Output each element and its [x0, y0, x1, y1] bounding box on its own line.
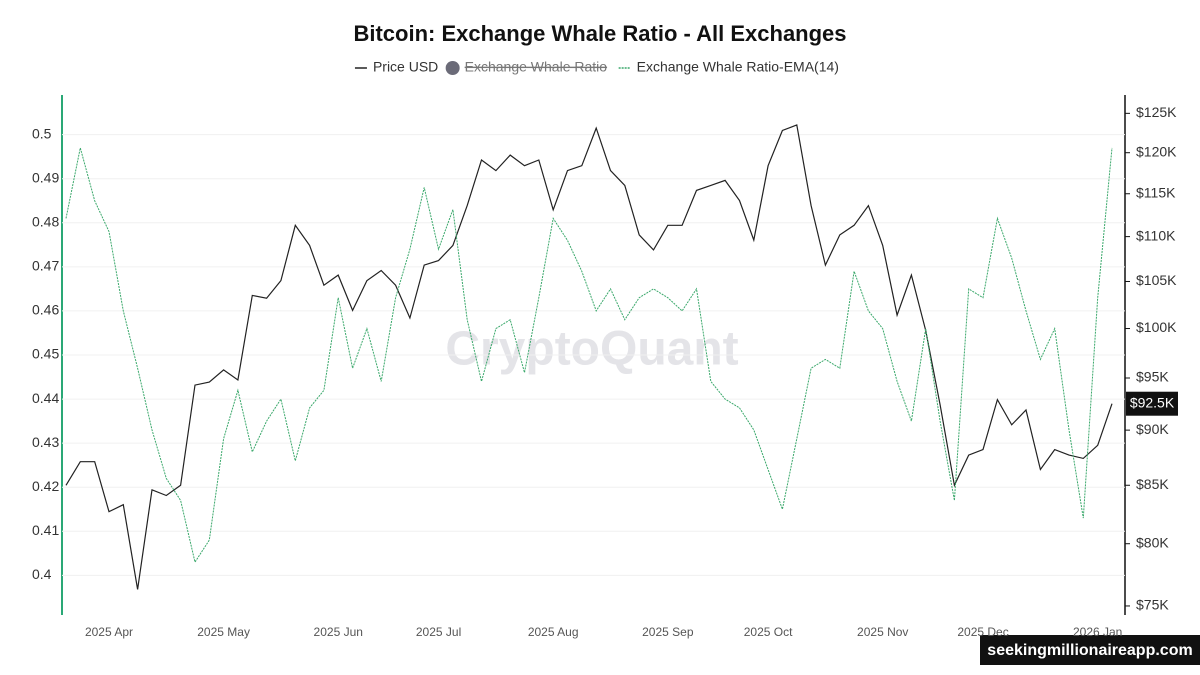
x-tick-label: 2025 Sep [642, 625, 694, 639]
badge: seekingmillionaireapp.com [987, 642, 1192, 659]
x-tick-label: 2025 Apr [85, 625, 133, 639]
y-tick-label: 0.41 [32, 522, 59, 538]
x-tick-label: 2025 Jun [314, 625, 363, 639]
y-tick-label: 0.44 [32, 390, 59, 406]
x-tick-label: 2025 Dec [957, 625, 1008, 639]
y2-tick-label: $75K [1136, 597, 1169, 613]
y2-tick-label: $100K [1136, 319, 1177, 335]
price-marker-label: $92.5K [1130, 394, 1175, 410]
y2-tick-label: $80K [1136, 534, 1169, 550]
legend-label: Exchange Whale Ratio [465, 59, 608, 75]
y2-tick-label: $90K [1136, 421, 1169, 437]
y-tick-label: 0.47 [32, 258, 59, 274]
x-tick-label: 2025 Aug [528, 625, 579, 639]
y-tick-label: 0.43 [32, 434, 59, 450]
y-tick-label: 0.49 [32, 169, 59, 185]
y2-tick-label: $105K [1136, 272, 1177, 288]
x-tick-label: 2025 Jul [416, 625, 461, 639]
y-tick-label: 0.48 [32, 213, 59, 229]
y-tick-label: 0.46 [32, 302, 59, 318]
legend-item: Price USD [354, 59, 438, 75]
legend-label: Exchange Whale Ratio-EMA(14) [637, 59, 839, 75]
y2-tick-label: $115K [1136, 184, 1176, 200]
legend-dot [445, 61, 460, 75]
price-marker-bg [1126, 391, 1178, 416]
y2-tick-label: $125K [1136, 104, 1177, 120]
y-tick-label: 0.4 [32, 566, 52, 582]
x-tick-label: 2025 May [197, 625, 250, 639]
y-tick-label: 0.45 [32, 346, 59, 362]
x-tick-label: 2026 Jan [1073, 625, 1122, 639]
y-tick-label: 0.42 [32, 478, 59, 494]
y2-tick-label: $110K [1136, 227, 1176, 243]
legend-item: Exchange Whale Ratio-EMA(14) [618, 59, 839, 75]
y2-tick-label: $95K [1136, 369, 1169, 385]
series-line [65, 147, 1113, 564]
legend-item: Exchange Whale Ratio [445, 59, 608, 75]
series-line [65, 124, 1113, 590]
x-tick-label: 2025 Oct [744, 625, 793, 639]
y2-tick-label: $120K [1136, 143, 1177, 159]
y-tick-label: 0.5 [32, 125, 52, 141]
legend-label: Price USD [373, 59, 438, 75]
badge-bg [980, 635, 1200, 665]
y2-tick-label: $85K [1136, 476, 1169, 492]
x-tick-label: 2025 Nov [857, 625, 908, 639]
watermark: CryptoQuant [445, 323, 738, 376]
chart-title: Bitcoin: Exchange Whale Ratio - All Exch… [353, 21, 846, 46]
